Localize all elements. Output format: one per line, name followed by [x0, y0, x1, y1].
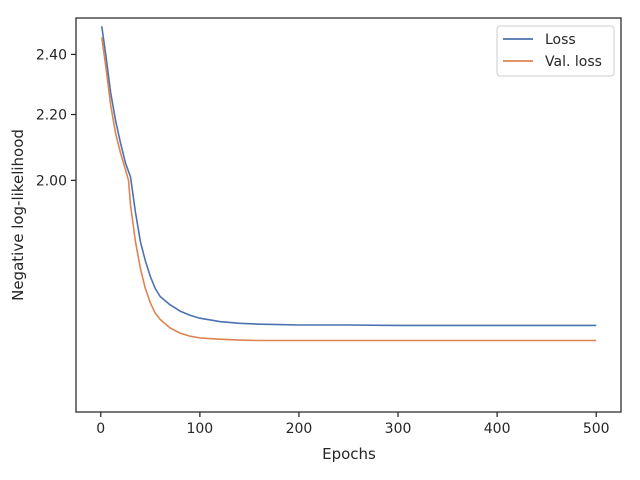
legend: Loss Val. loss	[496, 25, 615, 77]
axes-frame	[75, 17, 622, 413]
y-axis: 2.00 2.20 2.40	[36, 47, 76, 189]
x-axis: 0 100 200 300 400 500	[96, 412, 610, 437]
x-tick-label: 400	[484, 421, 511, 437]
x-tick-label: 0	[96, 421, 105, 437]
y-tick-label: 2.20	[36, 108, 67, 124]
series-line-loss	[100, 26, 597, 327]
x-tick-label: 200	[286, 421, 313, 437]
legend-label: Val. loss	[545, 54, 602, 70]
x-tick-label: 500	[583, 421, 610, 437]
x-axis-label: Epochs	[322, 445, 376, 463]
series-line-val-loss	[100, 37, 597, 342]
legend-label: Loss	[545, 32, 576, 48]
x-tick-label: 100	[186, 421, 213, 437]
plot-area	[100, 26, 597, 342]
x-tick-label: 300	[385, 421, 412, 437]
y-tick-label: 2.40	[36, 47, 67, 63]
y-tick-label: 2.00	[36, 173, 67, 189]
y-axis-label: Negative log-likelihood	[9, 129, 27, 301]
